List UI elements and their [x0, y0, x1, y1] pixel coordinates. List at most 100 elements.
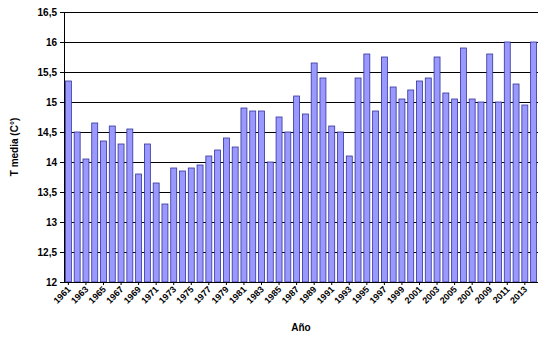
bar [118, 144, 124, 282]
bar [504, 42, 510, 282]
x-tick [472, 282, 473, 285]
x-tick-label: 1973 [157, 284, 178, 305]
x-tick-label: 1971 [139, 284, 160, 305]
bar [329, 126, 335, 282]
x-tick-label: 1999 [385, 284, 406, 305]
x-tick [507, 282, 508, 285]
grid-line [64, 222, 538, 223]
bar [381, 57, 387, 282]
bar [373, 111, 379, 282]
y-axis-label: T media (C°) [9, 118, 20, 176]
x-tick [208, 282, 209, 285]
x-tick [156, 282, 157, 285]
bar [399, 99, 405, 282]
bar [127, 129, 133, 282]
x-tick-label: 1965 [87, 284, 108, 305]
y-tick-label: 16,5 [38, 7, 58, 18]
x-tick [437, 282, 438, 285]
grid-line [64, 72, 538, 73]
bar [531, 42, 537, 282]
y-axis [64, 12, 65, 282]
bar [417, 81, 423, 282]
x-tick [279, 282, 280, 285]
x-tick [103, 282, 104, 285]
bar [206, 156, 212, 282]
x-tick [349, 282, 350, 285]
grid-line [64, 282, 538, 283]
bar [65, 81, 71, 282]
grid-line [64, 12, 538, 13]
bar [364, 54, 370, 282]
bar [197, 165, 203, 282]
bar [83, 159, 89, 282]
x-tick-label: 1985 [262, 284, 283, 305]
x-tick-label: 1981 [227, 284, 248, 305]
y-tick-label: 12 [46, 277, 58, 288]
bar [522, 105, 528, 282]
bar [241, 108, 247, 282]
grid-line [64, 102, 538, 103]
x-tick [331, 282, 332, 285]
x-tick [454, 282, 455, 285]
bar [311, 63, 317, 282]
x-tick-label: 1995 [350, 284, 371, 305]
bar [109, 126, 115, 282]
bar [285, 132, 291, 282]
bar [276, 117, 282, 282]
y-tick-label: 15,5 [38, 67, 58, 78]
grid-line [64, 42, 538, 43]
bar [496, 102, 502, 282]
x-tick-label: 1993 [332, 284, 353, 305]
grid-line [64, 162, 538, 163]
x-tick [173, 282, 174, 285]
y-tick [60, 162, 64, 163]
bar [390, 87, 396, 282]
bar [320, 78, 326, 282]
bar [144, 144, 150, 282]
x-tick [366, 282, 367, 285]
x-tick [121, 282, 122, 285]
x-tick [296, 282, 297, 285]
bar [92, 123, 98, 282]
x-tick-label: 1975 [174, 284, 195, 305]
y-tick-label: 15 [46, 97, 58, 108]
bar [302, 114, 308, 282]
x-tick [68, 282, 69, 285]
grid [60, 12, 538, 282]
x-tick [261, 282, 262, 285]
bar [232, 147, 238, 282]
x-tick-label: 2009 [473, 284, 494, 305]
bar [346, 156, 352, 282]
y-tick-label: 14 [46, 157, 58, 168]
y-tick [60, 282, 64, 283]
y-tick [60, 222, 64, 223]
y-tick [60, 12, 64, 13]
x-tick [243, 282, 244, 285]
x-tick-label: 1989 [297, 284, 318, 305]
bar [162, 204, 168, 282]
x-tick-label: 1963 [69, 284, 90, 305]
chart: 1212,51313,51414,51515,51616,51961196319… [0, 0, 550, 342]
bar [425, 78, 431, 282]
bar [153, 183, 159, 282]
y-tick-label: 16 [46, 37, 58, 48]
bar [460, 48, 466, 282]
bar [259, 111, 265, 282]
x-tick-label: 1969 [122, 284, 143, 305]
x-tick-label: 1967 [104, 284, 125, 305]
y-tick-label: 14,5 [38, 127, 58, 138]
y-tick-label: 12,5 [38, 247, 58, 258]
bar [136, 174, 142, 282]
y-tick [60, 72, 64, 73]
x-axis [64, 282, 538, 283]
bar [171, 168, 177, 282]
x-tick [419, 282, 420, 285]
x-tick-label: 1979 [210, 284, 231, 305]
x-tick [489, 282, 490, 285]
bar [452, 99, 458, 282]
bar [188, 168, 194, 282]
x-tick-label: 2007 [455, 284, 476, 305]
bar [180, 171, 186, 282]
y-tick [60, 252, 64, 253]
x-tick-label: 1991 [315, 284, 336, 305]
